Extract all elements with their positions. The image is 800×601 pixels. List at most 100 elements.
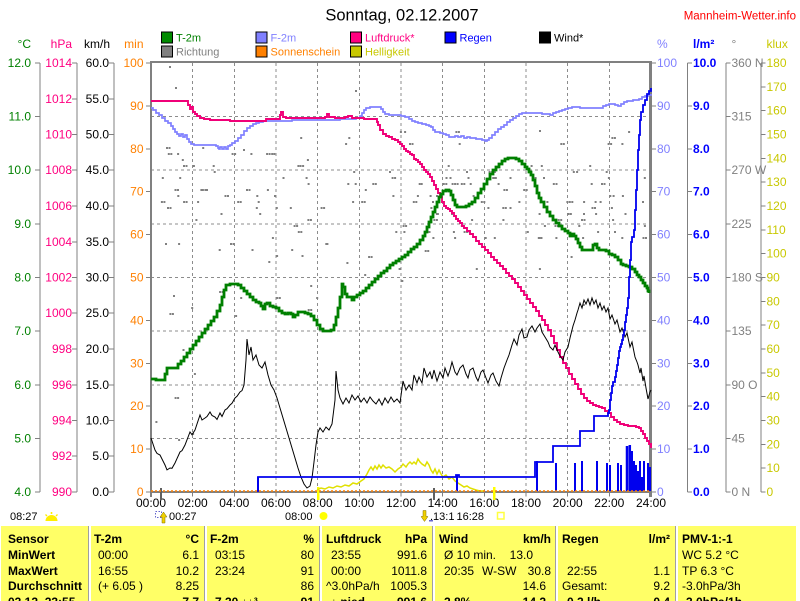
- svg-text:998: 998: [52, 342, 72, 356]
- svg-text:6.0: 6.0: [693, 228, 710, 242]
- svg-text:20: 20: [130, 399, 144, 413]
- svg-text:hPa: hPa: [51, 37, 73, 51]
- svg-text:60: 60: [767, 342, 781, 356]
- svg-text:F-2m: F-2m: [271, 33, 297, 45]
- svg-text:80: 80: [657, 142, 671, 156]
- svg-text:24:00: 24:00: [636, 496, 666, 510]
- svg-text:11.0: 11.0: [9, 110, 32, 124]
- svg-text:45.0: 45.0: [86, 163, 110, 177]
- svg-text:130: 130: [767, 175, 787, 189]
- svg-text:60: 60: [657, 228, 671, 242]
- svg-text:1006: 1006: [45, 199, 72, 213]
- svg-text:50: 50: [130, 271, 144, 285]
- svg-text:0: 0: [137, 485, 144, 499]
- svg-text:20: 20: [767, 437, 781, 451]
- svg-text:10: 10: [657, 442, 671, 456]
- svg-text:klux: klux: [767, 37, 788, 51]
- svg-text:3.0: 3.0: [693, 356, 710, 370]
- svg-text:120: 120: [767, 199, 787, 213]
- svg-text:35.0: 35.0: [86, 235, 110, 249]
- svg-text:5.0: 5.0: [14, 431, 31, 445]
- svg-text:40: 40: [130, 313, 144, 327]
- svg-text:1.0: 1.0: [693, 442, 710, 456]
- svg-text:25.0: 25.0: [86, 306, 110, 320]
- svg-text:30: 30: [130, 356, 144, 370]
- svg-text:100: 100: [123, 56, 143, 70]
- svg-text:08:00: 08:00: [285, 511, 313, 523]
- svg-text:992: 992: [52, 449, 72, 463]
- svg-text:22:00: 22:00: [594, 496, 624, 510]
- svg-text:100: 100: [767, 247, 787, 261]
- svg-text:00:27: 00:27: [169, 511, 197, 523]
- svg-text:06:00: 06:00: [261, 496, 291, 510]
- svg-text:2.0: 2.0: [693, 399, 710, 413]
- svg-text:l/m²: l/m²: [693, 37, 714, 51]
- svg-text:7.0: 7.0: [14, 324, 31, 338]
- svg-text:10: 10: [767, 461, 781, 475]
- svg-text:990: 990: [52, 485, 72, 499]
- svg-text:45: 45: [732, 431, 746, 445]
- svg-text:135: 135: [732, 324, 752, 338]
- svg-text:1014: 1014: [45, 56, 72, 70]
- svg-text:90: 90: [657, 99, 671, 113]
- svg-text:30: 30: [767, 414, 781, 428]
- svg-text:10.0: 10.0: [8, 163, 32, 177]
- svg-text:1002: 1002: [45, 271, 72, 285]
- svg-text:1008: 1008: [45, 163, 72, 177]
- svg-text:9.0: 9.0: [693, 99, 710, 113]
- svg-text:1010: 1010: [45, 128, 72, 142]
- svg-text:140: 140: [767, 151, 787, 165]
- svg-text:4.0: 4.0: [693, 313, 710, 327]
- svg-text:70: 70: [130, 185, 144, 199]
- svg-text:7.0: 7.0: [693, 185, 710, 199]
- svg-text:315: 315: [732, 110, 752, 124]
- svg-text:40.0: 40.0: [86, 199, 110, 213]
- svg-text:225: 225: [732, 217, 752, 231]
- svg-text:1012: 1012: [45, 92, 72, 106]
- svg-text:270 W: 270 W: [732, 163, 767, 177]
- svg-text:150: 150: [767, 128, 787, 142]
- svg-text:1004: 1004: [45, 235, 72, 249]
- svg-text:18:00: 18:00: [511, 496, 541, 510]
- svg-text:08:00: 08:00: [303, 496, 333, 510]
- svg-text:5.0: 5.0: [92, 449, 109, 463]
- svg-text:50: 50: [767, 366, 781, 380]
- svg-text:Sonnenschein: Sonnenschein: [271, 47, 341, 59]
- svg-text:5.0: 5.0: [693, 271, 710, 285]
- svg-text:100: 100: [657, 56, 677, 70]
- svg-text:70: 70: [657, 185, 671, 199]
- svg-text:55.0: 55.0: [86, 92, 110, 106]
- svg-text:Luftdruck*: Luftdruck*: [365, 33, 415, 45]
- svg-text:20:00: 20:00: [553, 496, 583, 510]
- svg-text:02:00: 02:00: [178, 496, 208, 510]
- svg-text:180: 180: [767, 56, 787, 70]
- svg-text:0.0: 0.0: [693, 485, 710, 499]
- svg-text:170: 170: [767, 80, 787, 94]
- svg-text:14:00: 14:00: [428, 496, 458, 510]
- svg-text:30.0: 30.0: [86, 271, 110, 285]
- svg-text:6.0: 6.0: [14, 378, 31, 392]
- svg-text:360 N: 360 N: [732, 56, 764, 70]
- svg-text:min: min: [124, 37, 143, 51]
- svg-text:Helligkeit: Helligkeit: [365, 47, 410, 59]
- svg-text:8.0: 8.0: [693, 142, 710, 156]
- svg-text:30: 30: [657, 356, 671, 370]
- svg-text:12.0: 12.0: [8, 56, 32, 70]
- svg-text:160: 160: [767, 104, 787, 118]
- svg-text:.13:1: .13:1: [430, 511, 454, 523]
- svg-text:20: 20: [657, 399, 671, 413]
- svg-text:90: 90: [130, 99, 144, 113]
- svg-text:994: 994: [52, 414, 72, 428]
- svg-text:8.0: 8.0: [14, 271, 31, 285]
- svg-text:%: %: [657, 37, 668, 51]
- svg-text:08:27: 08:27: [10, 511, 38, 523]
- svg-text:50.0: 50.0: [86, 128, 110, 142]
- svg-text:°C: °C: [18, 37, 32, 51]
- svg-text:16:00: 16:00: [469, 496, 499, 510]
- svg-text:4.0: 4.0: [14, 485, 31, 499]
- svg-text:90: 90: [767, 271, 781, 285]
- svg-text:04:00: 04:00: [219, 496, 249, 510]
- svg-text:Sonntag, 02.12.2007: Sonntag, 02.12.2007: [325, 7, 478, 25]
- svg-text:40: 40: [767, 390, 781, 404]
- svg-text:50: 50: [657, 271, 671, 285]
